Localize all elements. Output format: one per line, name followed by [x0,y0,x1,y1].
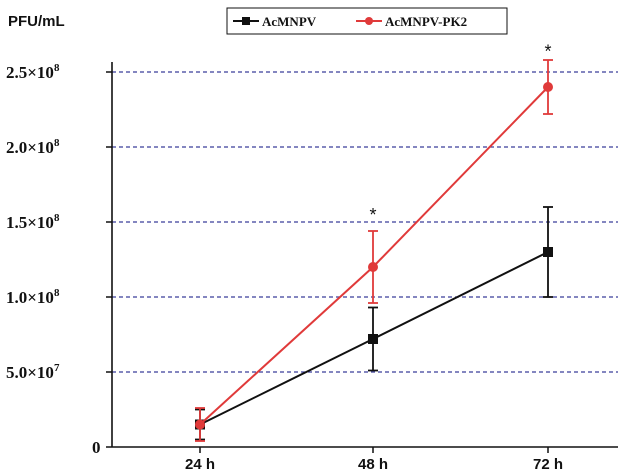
x-tick-label: 24 h [185,456,215,473]
y-tick-label: 1.5×108 [6,212,60,232]
significance-marker: * [369,205,376,225]
legend-item: AcMNPV-PK2 [356,14,467,29]
legend: AcMNPV AcMNPV-PK2 [226,7,508,35]
legend-label: AcMNPV-PK2 [385,14,467,29]
y-axis-label: PFU/mL [8,13,65,30]
legend-label: AcMNPV [262,14,317,29]
x-tick-label: 72 h [533,456,563,473]
y-tick-label: 2.0×108 [6,137,60,157]
gridlines [112,71,618,373]
series-acmnpv [195,206,553,441]
x-tick-labels: 24 h 48 h 72 h [185,456,563,473]
y-tick-label: 5.0×107 [6,362,60,382]
x-tick-label: 48 h [358,456,388,473]
axes [106,62,618,453]
series-line [199,86,549,426]
y-tick-label: 0 [92,438,101,457]
legend-item: AcMNPV [233,14,317,29]
series-layer [195,59,553,442]
legend-marker [365,17,373,25]
annotations: ** [369,42,551,226]
data-point [368,262,378,272]
series-acmnpv-pk2 [195,59,553,442]
legend-marker [242,17,250,25]
y-tick-labels: 0 5.0×107 1.0×108 1.5×108 2.0×108 2.5×108 [6,62,101,457]
data-point [543,82,553,92]
significance-marker: * [544,42,551,62]
data-point [543,247,553,257]
y-tick-label: 2.5×108 [6,62,60,82]
data-point [195,419,205,430]
y-tick-label: 1.0×108 [6,287,60,307]
data-point [368,334,378,344]
